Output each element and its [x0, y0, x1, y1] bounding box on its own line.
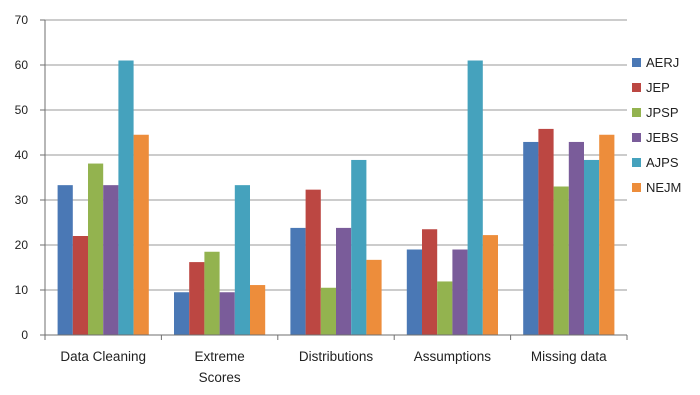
legend-item-jpsp: JPSP	[632, 105, 679, 120]
legend-label: AERJ	[646, 55, 679, 70]
y-tick-label: 0	[21, 328, 28, 342]
legend-item-aerj: AERJ	[632, 55, 679, 70]
bar-jep	[72, 236, 88, 335]
bar-nejm	[599, 134, 615, 335]
bar-jep	[189, 262, 205, 335]
x-category-label: Distributions	[299, 349, 374, 364]
bar-ajps	[234, 185, 250, 335]
legend-label: NEJM	[646, 180, 681, 195]
bar-jpsp	[88, 163, 104, 335]
x-category-label: Extreme Scores	[194, 349, 244, 385]
bar-aerj	[523, 141, 539, 335]
x-category-label: Assumptions	[414, 349, 492, 364]
legend-item-nejm: NEJM	[632, 180, 681, 195]
y-tick-label: 50	[15, 103, 29, 117]
y-tick-label: 30	[15, 193, 29, 207]
legend-label: JEBS	[646, 130, 679, 145]
bar-jep	[538, 128, 554, 335]
legend-swatch	[632, 183, 641, 192]
legend-label: AJPS	[646, 155, 679, 170]
bar-nejm	[250, 285, 266, 335]
bar-aerj	[174, 292, 190, 335]
bar-jebs	[103, 185, 119, 335]
bar-jpsp	[437, 281, 453, 335]
y-axis-tick-labels: 0 10 20 30 40 50 60 70	[15, 13, 29, 342]
bar-jpsp	[204, 251, 220, 335]
legend: AERJ JEP JPSP JEBS AJPS NEJM	[632, 55, 681, 195]
x-category-label: Data Cleaning	[60, 349, 146, 364]
bar-nejm	[133, 134, 149, 335]
legend-item-jep: JEP	[632, 80, 670, 95]
bar-jep	[422, 229, 438, 335]
legend-swatch	[632, 58, 641, 67]
bar-ajps	[584, 159, 600, 335]
bar-ajps	[351, 159, 367, 335]
bar-jpsp	[553, 186, 569, 335]
bar-jebs	[336, 227, 352, 335]
bar-aerj	[290, 227, 306, 335]
x-category-label: Missing data	[531, 349, 607, 364]
bar-ajps	[118, 60, 134, 335]
legend-label: JPSP	[646, 105, 679, 120]
legend-swatch	[632, 158, 641, 167]
bar-jebs	[452, 249, 468, 335]
bar-jep	[305, 189, 321, 335]
legend-label: JEP	[646, 80, 670, 95]
bar-aerj	[406, 249, 422, 335]
bar-jpsp	[320, 287, 336, 335]
bar-nejm	[366, 259, 382, 335]
bar-nejm	[482, 235, 498, 335]
axes	[40, 19, 628, 340]
y-tick-label: 60	[15, 58, 29, 72]
legend-swatch	[632, 133, 641, 142]
y-tick-label: 70	[15, 13, 29, 27]
x-axis-category-labels: Data Cleaning Extreme Scores Distributions A…	[60, 349, 607, 385]
legend-swatch	[632, 83, 641, 92]
legend-item-ajps: AJPS	[632, 155, 679, 170]
legend-swatch	[632, 108, 641, 117]
bar-ajps	[467, 60, 483, 335]
y-tick-label: 20	[15, 238, 29, 252]
legend-item-jebs: JEBS	[632, 130, 679, 145]
y-tick-label: 10	[15, 283, 29, 297]
y-tick-label: 40	[15, 148, 29, 162]
bar-jebs	[219, 292, 235, 335]
bars	[57, 60, 615, 335]
bar-aerj	[57, 185, 73, 335]
bar-jebs	[568, 141, 584, 335]
